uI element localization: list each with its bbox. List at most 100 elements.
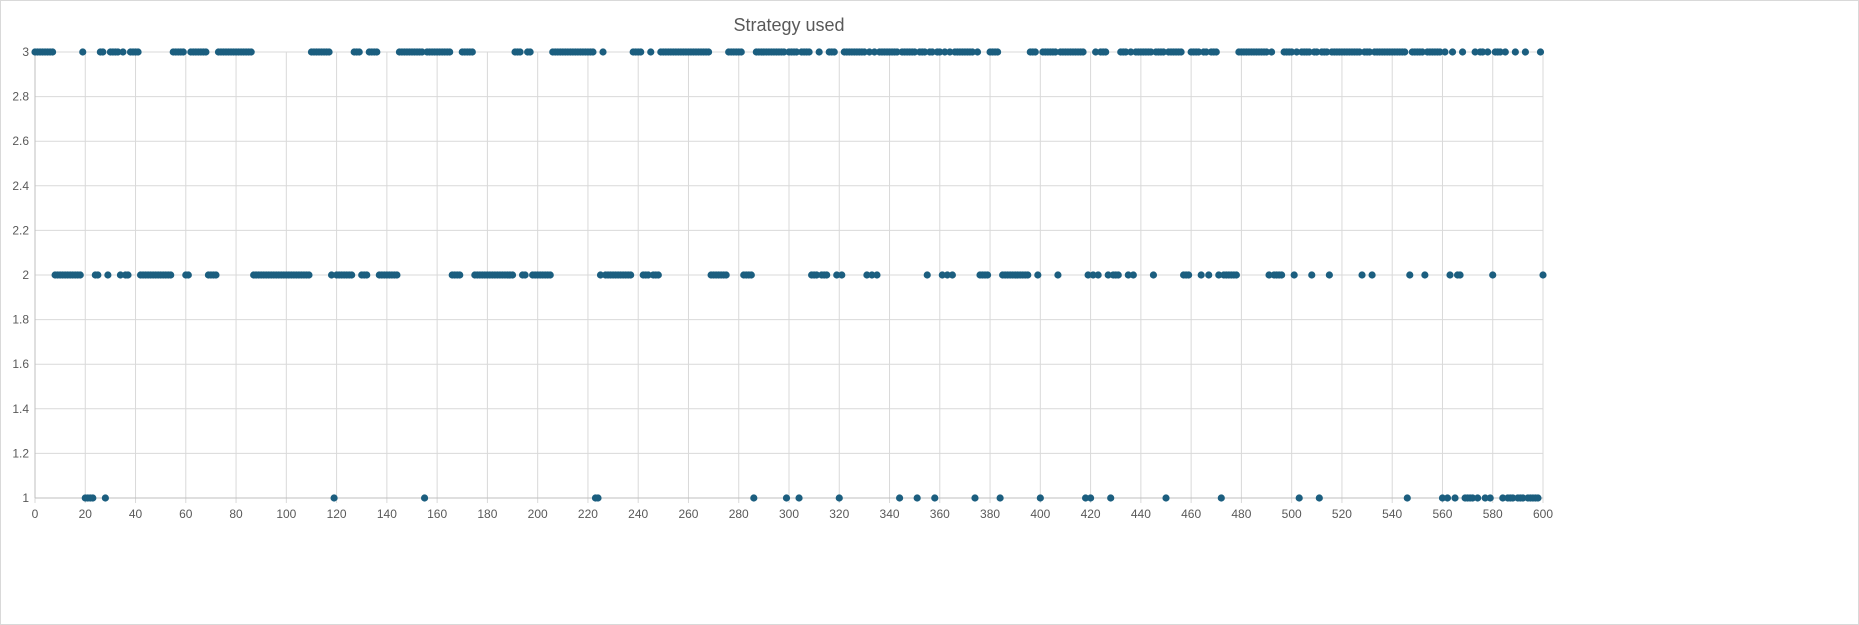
data-point — [911, 48, 919, 56]
y-tick-label: 1.6 — [12, 357, 29, 371]
data-point — [747, 271, 755, 279]
y-tick-label: 3 — [22, 45, 29, 59]
chart-title: Strategy used — [733, 15, 844, 35]
data-point — [1104, 271, 1112, 279]
data-point — [654, 271, 662, 279]
data-point — [823, 271, 831, 279]
data-point — [1089, 271, 1097, 279]
data-point — [1051, 48, 1060, 56]
data-point — [1486, 494, 1494, 502]
data-point — [936, 48, 944, 56]
data-point — [1149, 271, 1158, 279]
data-point — [94, 271, 102, 279]
data-point — [893, 48, 901, 56]
data-point — [325, 48, 333, 56]
data-point — [923, 271, 931, 279]
data-point — [1185, 271, 1193, 279]
x-tick-label: 60 — [179, 507, 193, 521]
x-tick-label: 420 — [1081, 507, 1101, 521]
data-point — [393, 271, 401, 279]
x-tick-label: 20 — [79, 507, 93, 521]
data-point — [1267, 48, 1276, 56]
data-point — [1365, 48, 1374, 56]
data-point — [1232, 271, 1240, 279]
data-point — [1481, 494, 1489, 502]
data-point — [1358, 271, 1366, 279]
x-tick-label: 180 — [477, 507, 497, 521]
data-point — [1521, 48, 1530, 56]
data-point — [305, 271, 313, 279]
x-tick-label: 220 — [578, 507, 598, 521]
data-point — [1094, 271, 1102, 279]
data-point — [1501, 48, 1509, 56]
data-point — [1129, 271, 1137, 279]
data-point — [546, 271, 554, 279]
x-tick-label: 140 — [377, 507, 397, 521]
x-tick-label: 440 — [1131, 507, 1151, 521]
x-tick-label: 360 — [930, 507, 950, 521]
data-point — [1127, 48, 1135, 56]
data-point — [1092, 48, 1100, 56]
data-point — [948, 271, 956, 279]
x-tick-label: 580 — [1483, 507, 1503, 521]
data-point — [644, 271, 652, 279]
data-point — [971, 494, 979, 502]
data-point — [526, 48, 534, 56]
y-tick-label: 1.2 — [12, 446, 29, 460]
x-tick-label: 520 — [1332, 507, 1352, 521]
data-point — [1159, 48, 1168, 56]
data-point — [1456, 271, 1464, 279]
data-point — [1290, 271, 1298, 279]
data-point — [637, 48, 645, 56]
data-point — [1438, 494, 1447, 502]
x-tick-label: 300 — [779, 507, 799, 521]
data-point — [1079, 48, 1087, 56]
data-point — [1355, 48, 1364, 56]
data-point — [868, 271, 876, 279]
data-point — [795, 494, 803, 502]
data-point — [1087, 494, 1095, 502]
data-point — [104, 271, 112, 279]
data-point — [838, 271, 846, 279]
y-tick-label: 2.2 — [12, 223, 29, 237]
x-tick-label: 540 — [1382, 507, 1402, 521]
data-point — [938, 271, 946, 279]
data-point — [596, 271, 605, 279]
data-point — [599, 48, 607, 56]
data-point — [1147, 48, 1155, 56]
data-point — [1323, 48, 1331, 56]
data-point — [348, 271, 356, 279]
data-point — [722, 271, 730, 279]
data-point — [1177, 48, 1185, 56]
x-tick-label: 100 — [276, 507, 296, 521]
data-point — [247, 48, 255, 56]
data-point — [928, 48, 936, 56]
data-point — [1054, 271, 1062, 279]
data-point — [89, 494, 97, 502]
x-tick-label: 340 — [880, 507, 900, 521]
data-point — [1406, 271, 1414, 279]
data-point — [1102, 48, 1110, 56]
data-point — [456, 271, 464, 279]
data-point — [1401, 48, 1409, 56]
data-point — [895, 494, 904, 502]
data-point — [363, 271, 371, 279]
data-point — [1489, 271, 1497, 279]
data-point — [1295, 494, 1303, 502]
data-point — [212, 271, 220, 279]
x-tick-label: 500 — [1282, 507, 1302, 521]
data-point — [1278, 271, 1286, 279]
data-point — [863, 271, 871, 279]
data-point — [1325, 271, 1333, 279]
data-point — [76, 271, 84, 279]
data-point — [1162, 494, 1170, 502]
data-point — [101, 494, 109, 502]
data-point — [1114, 271, 1122, 279]
y-tick-label: 2 — [22, 268, 29, 282]
data-point — [373, 48, 381, 56]
data-point — [1107, 494, 1115, 502]
data-point — [1202, 48, 1210, 56]
data-point — [1499, 494, 1507, 502]
data-point — [114, 48, 122, 56]
data-point — [805, 48, 813, 56]
